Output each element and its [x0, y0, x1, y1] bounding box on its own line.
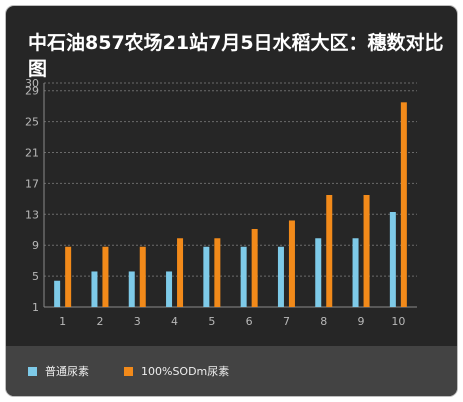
y-tick-label: 9 — [32, 239, 39, 252]
bar-normal-urea — [166, 271, 173, 307]
chart-title: 中石油857农场21站7月5日水稻大区：穗数对比图 — [28, 32, 444, 80]
bar-normal-urea — [277, 246, 284, 307]
legend: 普通尿素 100%SODm尿素 — [6, 346, 457, 396]
legend-label-normal-urea: 普通尿素 — [45, 365, 89, 378]
y-tick-label: 17 — [25, 177, 39, 190]
bar-normal-urea — [240, 246, 247, 307]
x-tick-label: 7 — [283, 315, 290, 328]
bar-normal-urea — [203, 246, 210, 307]
bar-sodm-urea — [177, 238, 184, 307]
bar-sodm-urea — [214, 238, 221, 307]
bar-sodm-urea — [251, 228, 258, 307]
x-tick-label: 8 — [320, 315, 327, 328]
y-tick-label: 21 — [25, 147, 39, 160]
bar-sodm-urea — [102, 246, 109, 307]
legend-label-sodm-urea: 100%SODm尿素 — [141, 365, 230, 378]
bar-normal-urea — [389, 211, 396, 307]
x-tick-label: 10 — [391, 315, 405, 328]
bar-normal-urea — [128, 271, 135, 307]
y-tick-label: 30 — [25, 77, 39, 90]
bar-normal-urea — [91, 271, 98, 307]
bar-sodm-urea — [326, 195, 333, 307]
y-tick-label: 25 — [25, 116, 39, 129]
legend-swatch-normal-urea — [28, 366, 37, 376]
x-tick-label: 2 — [96, 315, 103, 328]
x-tick-label: 6 — [246, 315, 253, 328]
x-tick-label: 5 — [208, 315, 215, 328]
bar-sodm-urea — [400, 102, 407, 307]
y-tick-label: 1 — [32, 301, 39, 314]
y-tick-label: 13 — [25, 208, 39, 221]
x-tick-label: 4 — [171, 315, 178, 328]
y-tick-label: 5 — [32, 270, 39, 283]
legend-item-sodm-urea[interactable]: 100%SODm尿素 — [124, 364, 229, 378]
bar-sodm-urea — [139, 246, 146, 307]
x-tick-label: 3 — [134, 315, 141, 328]
bar-sodm-urea — [65, 246, 72, 307]
x-tick-label: 9 — [358, 315, 365, 328]
y-tick-label: 29 — [25, 85, 39, 98]
bar-sodm-urea — [363, 195, 370, 307]
legend-item-normal-urea[interactable]: 普通尿素 — [28, 364, 89, 378]
chart-card: 中石油857农场21站7月5日水稻大区：穗数对比图 1 5 9 13 17 21 25 29 3… — [6, 6, 457, 396]
bar-normal-urea — [352, 238, 359, 307]
bar-normal-urea — [54, 280, 61, 307]
legend-swatch-sodm-urea — [124, 366, 133, 376]
bar-normal-urea — [315, 238, 322, 307]
x-tick-label: 1 — [59, 315, 66, 328]
bar-sodm-urea — [288, 220, 295, 307]
